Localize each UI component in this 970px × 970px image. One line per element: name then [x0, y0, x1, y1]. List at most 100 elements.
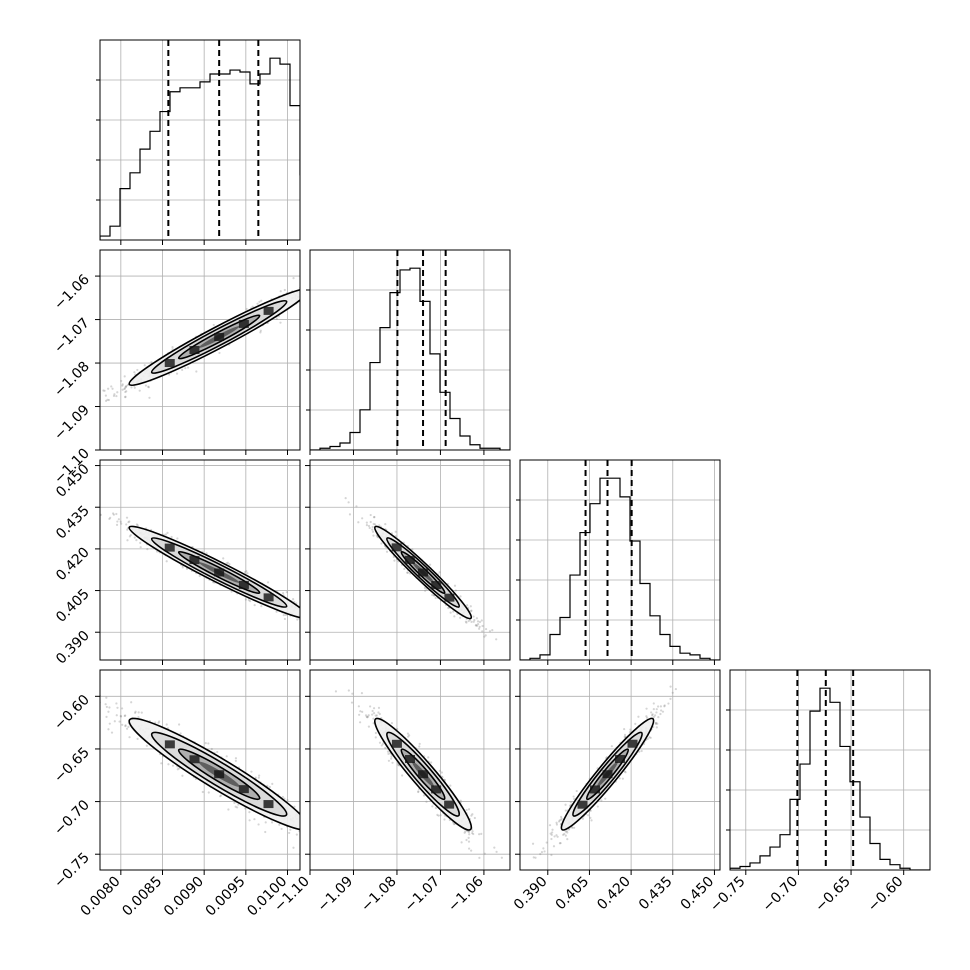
sample-point	[390, 757, 393, 760]
sample-point	[128, 535, 132, 538]
sample-point	[380, 744, 383, 747]
sample-point	[371, 525, 374, 529]
sample-point	[306, 820, 308, 822]
sample-point	[427, 756, 430, 759]
density-core-cell	[263, 306, 274, 315]
x-tick-label: −1.08	[358, 874, 400, 916]
sample-point	[119, 714, 122, 718]
sample-point	[119, 715, 123, 718]
sample-point	[306, 294, 308, 296]
histogram-step-line	[310, 267, 510, 450]
sample-point	[438, 571, 441, 574]
hist-panel-0	[96, 39, 301, 245]
y-tick-label: −1.06	[51, 272, 93, 314]
sample-point	[234, 759, 237, 762]
sample-point	[307, 615, 309, 617]
panel-frame	[99, 669, 301, 871]
sample-point	[133, 371, 136, 374]
sample-point	[555, 823, 559, 826]
y-tick-label: −1.07	[51, 315, 93, 357]
sample-point	[109, 516, 112, 519]
sample-point	[126, 528, 129, 531]
sample-point	[436, 813, 439, 816]
sample-point	[569, 800, 572, 804]
sample-point	[260, 605, 263, 608]
sample-point	[110, 731, 114, 734]
sample-point	[452, 610, 455, 613]
sample-point	[325, 834, 327, 836]
sample-point	[124, 395, 127, 398]
sample-point	[279, 321, 282, 324]
sample-point	[148, 396, 151, 399]
sample-point	[120, 522, 123, 525]
sample-point	[480, 832, 483, 835]
sample-point	[371, 530, 375, 533]
sample-point	[411, 548, 414, 551]
sample-point	[371, 709, 374, 713]
sample-point	[167, 373, 171, 376]
sample-point	[104, 399, 108, 402]
sample-point	[143, 364, 146, 367]
sample-point	[407, 735, 410, 738]
sample-point	[317, 822, 319, 824]
sample-point	[362, 641, 364, 643]
sample-point	[270, 821, 274, 824]
sample-point	[121, 723, 124, 726]
sample-point	[401, 774, 404, 777]
sample-point	[447, 606, 450, 610]
sample-point	[175, 372, 179, 375]
sample-point	[219, 794, 223, 797]
sample-point	[372, 707, 376, 710]
sample-point	[357, 705, 360, 708]
sample-point	[463, 831, 466, 834]
sample-point	[372, 522, 375, 526]
sample-point	[225, 562, 228, 565]
sample-point	[104, 394, 107, 397]
sample-point	[130, 701, 133, 704]
sample-point	[107, 387, 110, 390]
sample-point	[275, 317, 278, 320]
hist-panel-1	[306, 249, 511, 455]
x-tick-label: 0.0095	[203, 874, 249, 920]
sample-point	[387, 752, 390, 755]
sample-point	[302, 297, 304, 299]
sample-point	[467, 619, 470, 623]
sample-point	[125, 390, 128, 393]
sample-point	[292, 277, 295, 280]
sample-point	[108, 517, 111, 521]
y-tick-label: 0.420	[53, 544, 93, 584]
histogram-step-line	[520, 477, 720, 660]
sample-point	[108, 722, 111, 725]
sample-point	[474, 624, 477, 627]
sample-point	[146, 548, 149, 551]
sample-point	[478, 620, 482, 624]
sample-point	[181, 566, 184, 569]
sample-point	[330, 626, 332, 628]
sample-point	[387, 759, 391, 762]
sample-point	[587, 814, 590, 817]
sample-point	[127, 725, 130, 728]
sample-point	[135, 523, 138, 526]
sample-point	[118, 720, 121, 723]
density-contours	[128, 287, 300, 387]
sample-point	[355, 505, 358, 508]
sample-point	[68, 693, 70, 695]
x-tick-label: 0.0090	[161, 874, 207, 920]
sample-point	[115, 512, 118, 516]
sample-point	[120, 707, 124, 710]
sample-point	[478, 833, 481, 836]
sample-point	[115, 394, 118, 398]
sample-point	[470, 620, 473, 624]
sample-point	[234, 805, 237, 808]
sample-point	[312, 284, 314, 286]
sample-point	[303, 297, 305, 299]
sample-point	[306, 607, 308, 609]
sample-point	[310, 620, 312, 622]
y-tick-label: −0.75	[51, 850, 93, 892]
sample-point	[136, 524, 139, 527]
sample-point	[301, 613, 303, 615]
sample-point	[322, 621, 324, 623]
sample-point	[117, 518, 120, 521]
sample-point	[85, 684, 87, 686]
sample-point	[292, 598, 295, 601]
